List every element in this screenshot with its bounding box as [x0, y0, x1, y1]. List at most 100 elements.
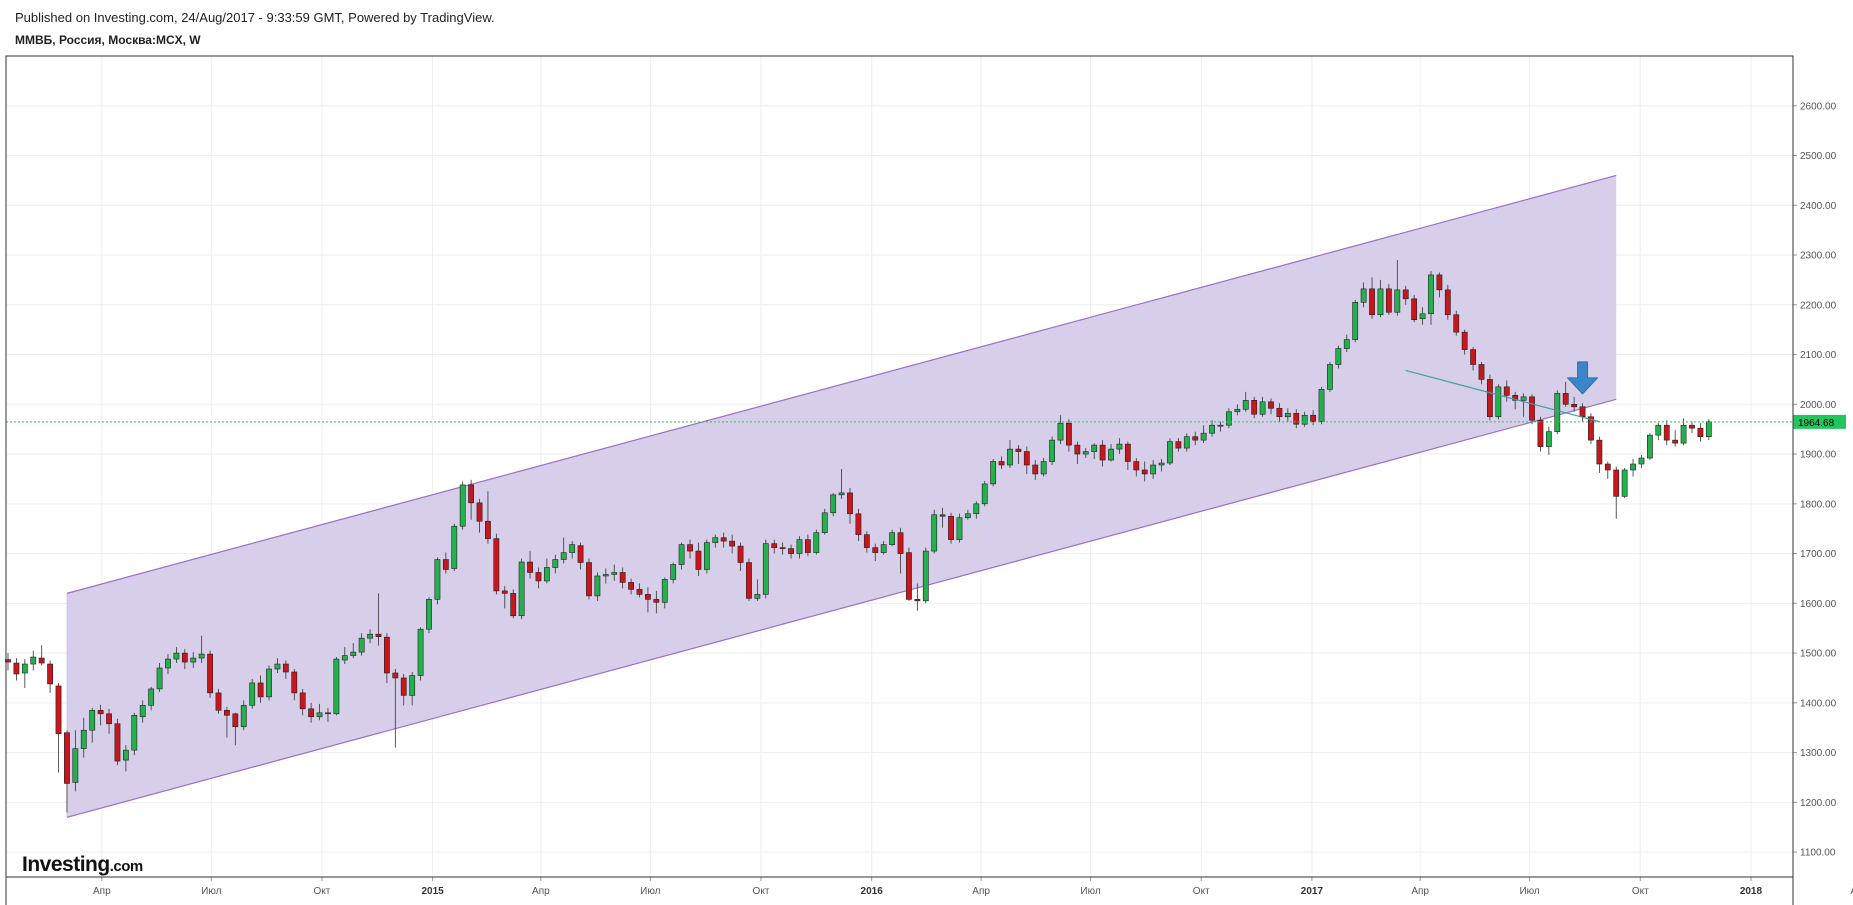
candle-body: [198, 653, 205, 659]
candle-body: [1301, 414, 1308, 425]
candle: [1007, 440, 1013, 468]
candle: [1209, 420, 1215, 437]
candle: [1655, 423, 1662, 441]
candle-body: [501, 590, 508, 594]
candle: [1520, 393, 1527, 417]
candle-body: [1032, 464, 1039, 475]
candle: [1167, 438, 1173, 466]
candle: [720, 532, 727, 548]
candle: [586, 558, 592, 600]
candle: [863, 531, 870, 553]
candle-body: [181, 652, 188, 663]
candle: [1487, 374, 1493, 421]
candle: [628, 578, 634, 595]
candle: [1377, 279, 1384, 318]
x-tick-label: Окт: [1193, 886, 1210, 897]
x-tick-label: Июл: [201, 886, 221, 897]
candle-body: [1369, 288, 1375, 316]
candle-body: [468, 484, 474, 504]
candle-body: [89, 710, 96, 731]
y-tick-label: 2000.00: [1800, 400, 1837, 411]
symbol-caption: ММВБ, Россия, Москва:MCX, W: [15, 33, 201, 47]
candle: [821, 508, 828, 535]
candle-body: [1520, 396, 1527, 401]
candle-body: [1141, 469, 1148, 475]
candle: [181, 649, 188, 670]
candle-body: [299, 692, 306, 710]
candle: [358, 633, 365, 656]
candle-body: [1251, 400, 1258, 415]
candle: [1672, 430, 1679, 447]
candle-body: [80, 729, 87, 749]
candle-body: [1327, 364, 1333, 390]
candle: [1251, 396, 1258, 419]
candle: [434, 557, 441, 605]
y-tick-label: 1700.00: [1800, 549, 1837, 560]
candle: [1023, 446, 1030, 474]
x-tick-label: 2017: [1301, 886, 1324, 897]
channel-lower-line: [66, 398, 1617, 818]
candle: [847, 487, 853, 524]
candle-body: [282, 663, 289, 673]
candle: [1040, 458, 1047, 477]
candle-body: [476, 502, 483, 522]
candle-body: [266, 668, 272, 698]
y-tick-label: 1500.00: [1800, 649, 1837, 660]
candle-body: [543, 567, 550, 582]
candle-body: [1411, 298, 1418, 321]
candle: [981, 480, 988, 507]
candle: [746, 558, 752, 601]
candle-body: [1150, 464, 1157, 475]
x-tick-label: Окт: [314, 886, 331, 897]
candle-body: [1503, 386, 1510, 396]
candle: [1697, 423, 1704, 442]
candle-body: [729, 540, 736, 547]
candle: [1074, 441, 1081, 465]
candle-body: [1487, 379, 1493, 418]
candle-body: [367, 633, 373, 639]
x-tick-label: Апр: [972, 886, 990, 897]
candle-body: [1082, 451, 1089, 455]
candle: [1638, 455, 1645, 468]
candle-body: [1015, 448, 1022, 452]
candle: [291, 669, 298, 701]
candle: [325, 707, 331, 722]
candle: [535, 567, 542, 589]
candle: [1596, 436, 1603, 473]
candle-body: [459, 484, 466, 527]
candle-body: [400, 677, 407, 696]
y-tick-label: 1300.00: [1800, 748, 1837, 759]
candle-body: [762, 543, 769, 595]
candle: [1310, 410, 1316, 426]
candle: [838, 468, 845, 499]
candle-body: [1343, 339, 1350, 349]
candle-body: [122, 749, 129, 761]
candle-body: [569, 544, 576, 553]
candle-body: [973, 503, 980, 515]
candle-body: [1512, 395, 1519, 401]
last-price-label: 1964.68: [1798, 418, 1835, 429]
candle-body: [383, 636, 390, 674]
y-tick-label: 2300.00: [1800, 251, 1837, 262]
candle: [224, 706, 230, 738]
candle-body: [1596, 439, 1603, 465]
candle: [964, 509, 971, 520]
candle: [1436, 272, 1443, 298]
candle-body: [1175, 441, 1182, 449]
candle-body: [47, 663, 53, 685]
candle: [1108, 444, 1114, 462]
candle-body: [1091, 444, 1098, 452]
candle-body: [1074, 444, 1081, 455]
candle-body: [1428, 274, 1434, 315]
candle: [1453, 310, 1460, 336]
candle-body: [257, 682, 264, 698]
candle-body: [1663, 424, 1670, 441]
candle-body: [1007, 448, 1013, 466]
candle: [417, 627, 424, 681]
candle-body: [333, 658, 340, 715]
candle-body: [1495, 386, 1502, 418]
candle: [1150, 460, 1157, 479]
candle-body: [190, 657, 197, 663]
candle-body: [1444, 289, 1451, 316]
x-tick-label: Апр: [1411, 886, 1429, 897]
